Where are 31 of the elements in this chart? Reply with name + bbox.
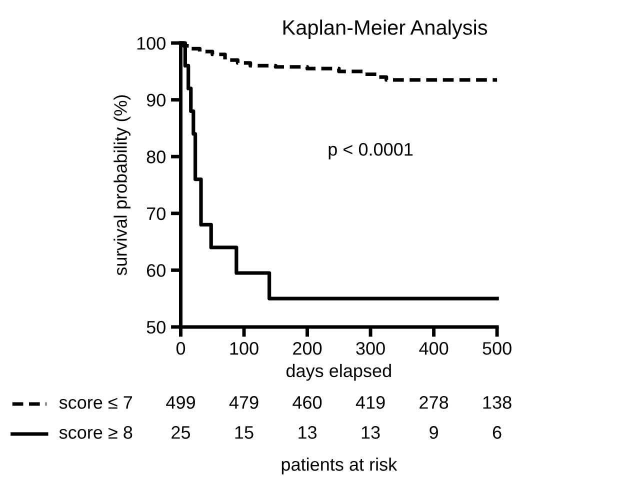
chart-title: Kaplan-Meier Analysis xyxy=(283,20,488,40)
y-tick-label: 70 xyxy=(147,207,166,220)
text: 13 xyxy=(298,426,317,439)
text: 25 xyxy=(172,426,190,439)
y-tick-label: 80 xyxy=(146,150,166,164)
x-tick-label: 300 xyxy=(356,342,385,355)
text: 9 xyxy=(430,426,438,439)
text: 479 xyxy=(229,396,258,409)
text: 460 xyxy=(292,396,322,409)
text: 13 xyxy=(362,426,380,439)
legend-label: score ≤ 7 xyxy=(59,396,132,409)
text: patients at risk xyxy=(282,458,398,474)
x-tick-label: 0 xyxy=(176,342,186,355)
x-tick-label: 500 xyxy=(482,342,512,355)
text: 419 xyxy=(356,396,385,409)
y-tick-label: 90 xyxy=(146,94,166,107)
x-tick-label: 200 xyxy=(293,342,322,355)
text: 6 xyxy=(492,426,502,439)
annotation: p < 0.0001 xyxy=(328,142,413,160)
text: 499 xyxy=(166,396,195,409)
x-tick-label: 100 xyxy=(230,342,258,355)
text: 278 xyxy=(420,396,448,409)
y-axis-title: survival probability (%) xyxy=(114,95,130,276)
text: 15 xyxy=(235,426,254,439)
y-tick-label: 100 xyxy=(137,36,166,50)
legend-label: score ≥ 8 xyxy=(59,426,132,439)
x-axis-title: days elapsed xyxy=(286,364,391,381)
x-tick-label: 400 xyxy=(419,342,448,355)
y-tick-label: 50 xyxy=(146,320,166,334)
text: 138 xyxy=(483,396,512,409)
y-tick-label: 60 xyxy=(147,264,166,277)
